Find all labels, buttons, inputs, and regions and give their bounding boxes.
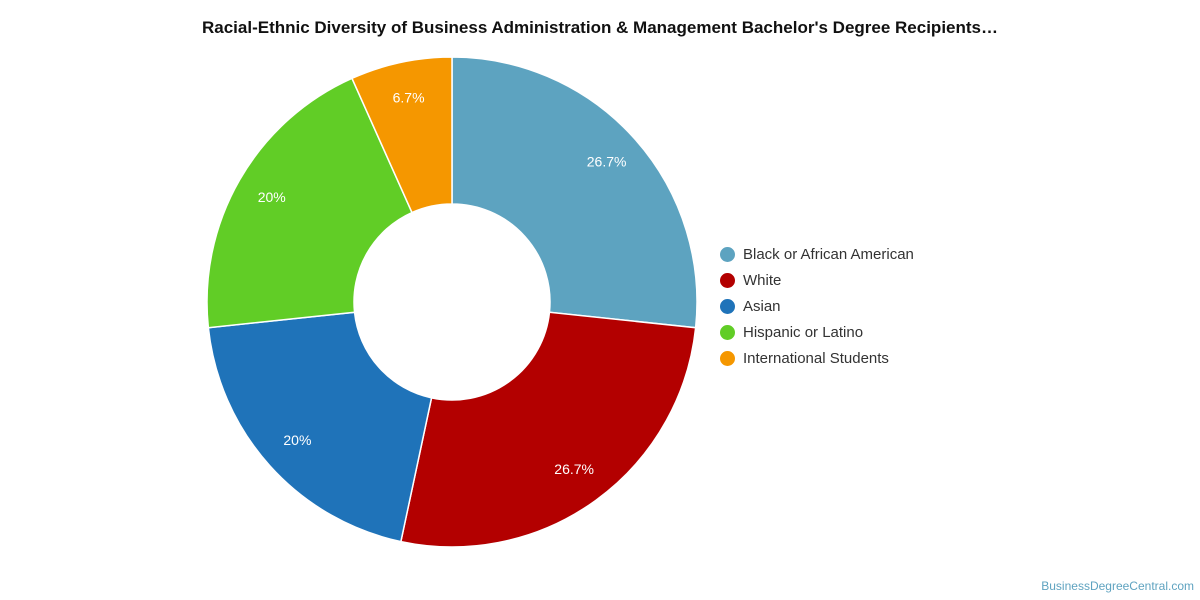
slice-black-or-african-american[interactable] bbox=[451, 56, 698, 329]
chart-title: Racial-Ethnic Diversity of Business Admi… bbox=[201, 18, 998, 37]
legend-label: White bbox=[743, 271, 782, 289]
slice-international-students[interactable] bbox=[350, 56, 453, 214]
legend-item-asian[interactable]: Asian bbox=[720, 293, 914, 319]
data-label-black-or-african-american: 26.7% bbox=[587, 154, 627, 170]
legend-label: International Students bbox=[743, 349, 889, 367]
data-label-asian: 20% bbox=[283, 432, 311, 448]
legend-label: Hispanic or Latino bbox=[743, 323, 864, 341]
legend-swatch-icon bbox=[720, 324, 735, 340]
source-credit[interactable]: BusinessDegreeCentral.com bbox=[1041, 579, 1194, 593]
slice-hispanic-or-latino[interactable] bbox=[206, 77, 413, 329]
legend-item-hispanic-or-latino[interactable]: Hispanic or Latino bbox=[720, 319, 914, 345]
legend-item-black-or-african-american[interactable]: Black or African American bbox=[720, 241, 914, 267]
data-label-white: 26.7% bbox=[554, 461, 594, 477]
legend-swatch-icon bbox=[720, 350, 735, 366]
legend-item-international-students[interactable]: International Students bbox=[720, 345, 914, 371]
slice-white[interactable] bbox=[399, 311, 697, 548]
chart-legend: Black or African American White Asian Hispa… bbox=[720, 241, 914, 371]
legend-swatch-icon bbox=[720, 272, 735, 288]
legend-label: Black or African American bbox=[743, 245, 914, 263]
slice-asian[interactable] bbox=[207, 311, 433, 543]
legend-item-white[interactable]: White bbox=[720, 267, 914, 293]
legend-swatch-icon bbox=[720, 246, 735, 262]
legend-swatch-icon bbox=[720, 298, 735, 314]
legend-label: Asian bbox=[743, 297, 781, 315]
data-label-international-students: 6.7% bbox=[393, 89, 425, 105]
data-label-hispanic-or-latino: 20% bbox=[258, 189, 286, 205]
